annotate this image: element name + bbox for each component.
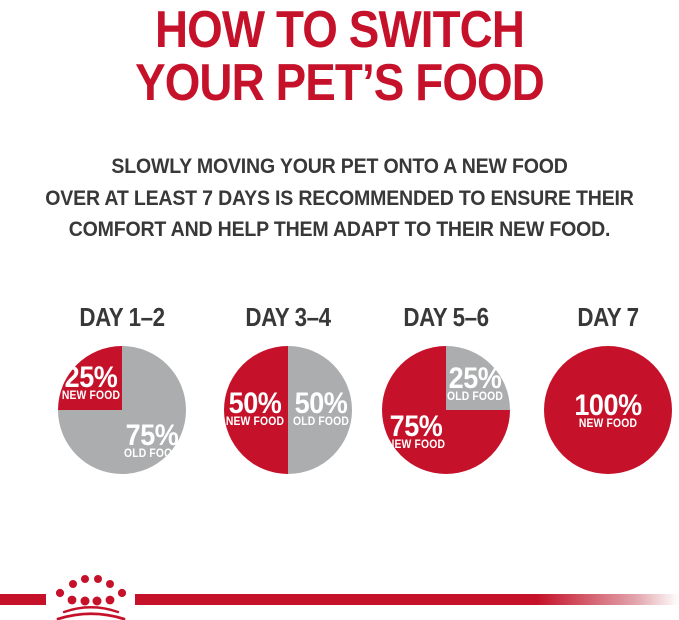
slice-name: NEW FOOD	[386, 439, 446, 451]
day-5-6-label: DAY 5–6	[403, 302, 489, 332]
percent-value: 50%	[294, 387, 348, 420]
day-5-6-old-food-slice-label: 25% OLD FOOD	[446, 362, 504, 404]
slice-name: NEW FOOD	[61, 390, 121, 402]
page-title-line2: YOUR PET’S FOOD	[135, 54, 545, 112]
day-7-pie-chart: 100% NEW FOOD	[544, 346, 672, 474]
day-5-6-new-food-slice-label: 75% NEW FOOD	[386, 410, 446, 452]
slice-name: NEW FOOD	[578, 418, 638, 430]
day-5-6-column: DAY 5–6 25% OLD FOOD 75% NEW FOOD	[361, 303, 531, 474]
percent-value: 50%	[228, 387, 282, 420]
intro-paragraph: SLOWLY MOVING YOUR PET ONTO A NEW FOOD O…	[24, 151, 655, 246]
day-7-label: DAY 7	[577, 302, 639, 332]
percent-value: 25%	[448, 362, 502, 395]
pie-chart-row: DAY 1–2 25% NEW FOOD 75% OLD FOOD DAY 3–…	[0, 303, 679, 483]
intro-line2: OVER AT LEAST 7 DAYS IS RECOMMENDED TO E…	[45, 186, 634, 210]
intro-line3: COMFORT AND HELP THEM ADAPT TO THEIR NEW…	[68, 218, 611, 241]
slice-name: NEW FOOD	[225, 416, 285, 428]
day-1-2-column: DAY 1–2 25% NEW FOOD 75% OLD FOOD	[37, 303, 207, 474]
slice-name: OLD FOOD	[292, 416, 350, 428]
day-5-6-pie-chart: 25% OLD FOOD 75% NEW FOOD	[382, 346, 510, 474]
slice-name: OLD FOOD	[446, 391, 504, 403]
day-3-4-pie-chart: 50% NEW FOOD 50% OLD FOOD	[224, 346, 352, 474]
day-1-2-old-food-slice-label: 75% OLD FOOD	[123, 419, 181, 461]
page-title: HOW TO SWITCH YOUR PET’S FOOD	[41, 4, 639, 110]
percent-value: 75%	[125, 419, 179, 452]
day-3-4-old-food-slice-label: 50% OLD FOOD	[292, 387, 350, 429]
slice-name: OLD FOOD	[123, 448, 181, 460]
day-7-column: DAY 7 100% NEW FOOD	[523, 303, 679, 474]
day-1-2-new-food-slice-label: 25% NEW FOOD	[61, 361, 121, 403]
intro-line1: SLOWLY MOVING YOUR PET ONTO A NEW FOOD	[111, 155, 568, 178]
day-3-4-column: DAY 3–4 50% NEW FOOD 50% OLD FOOD	[203, 303, 373, 474]
page-title-line1: HOW TO SWITCH	[154, 1, 525, 59]
day-3-4-label: DAY 3–4	[245, 302, 331, 332]
royal-canin-crown-icon	[55, 575, 127, 620]
day-3-4-new-food-slice-label: 50% NEW FOOD	[225, 387, 285, 429]
percent-value: 75%	[389, 410, 443, 443]
day-7-new-food-slice-label: 100% NEW FOOD	[574, 389, 642, 431]
footer-divider-left	[0, 594, 46, 605]
percent-value: 25%	[64, 361, 118, 394]
day-1-2-pie-chart: 25% NEW FOOD 75% OLD FOOD	[58, 346, 186, 474]
day-1-2-label: DAY 1–2	[79, 302, 165, 332]
percent-value: 100%	[574, 389, 642, 422]
footer-divider-right	[135, 594, 679, 605]
